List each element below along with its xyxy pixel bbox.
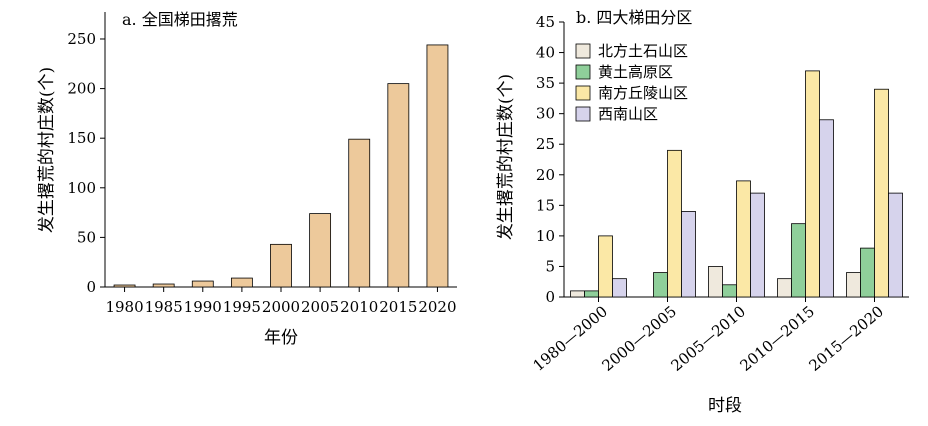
panel-a-bar: [152, 283, 175, 288]
panel-b-bar: [860, 247, 875, 298]
panel-b-bar: [653, 272, 668, 298]
panel-b-bar: [819, 119, 834, 298]
panel-b-bar: [708, 266, 723, 298]
legend-swatch: [575, 43, 591, 59]
panel-a-ylabel: 发生撂荒的村庄数(个): [37, 67, 57, 233]
panel-b-bar: [736, 180, 751, 298]
legend-label: 黄土高原区: [598, 63, 673, 81]
panel-b-bar: [584, 290, 599, 298]
panel-b-ytick-label: 25: [536, 135, 555, 153]
panel-a-xlabel: 年份: [264, 328, 298, 348]
panel-a-xtick-label: 2005: [301, 298, 339, 316]
legend-label: 西南山区: [598, 105, 658, 123]
panel-b-regions: b. 四大梯田分区 发生撂荒的村庄数(个) 时段 0 5 10 15 20 25 30 35 4…: [496, 8, 909, 416]
panel-b-bar: [791, 223, 806, 298]
panel-b-ytick-label: 20: [536, 166, 555, 184]
panel-a-xtick-label: 1985: [145, 298, 183, 316]
panel-a-bar: [113, 284, 136, 288]
legend-label: 北方土石山区: [598, 42, 688, 60]
panel-b-bar: [874, 88, 889, 298]
panel-b-bar: [612, 278, 627, 298]
panel-a-ytick-label: 150: [67, 129, 96, 147]
panel-a-national: a. 全国梯田撂荒 发生撂荒的村庄数(个) 年份 0 50 100 150 200 250…: [37, 10, 457, 348]
panel-a-title: a. 全国梯田撂荒: [122, 10, 238, 29]
panel-a-xtick-label: 2000: [262, 298, 300, 316]
panel-b-bar: [570, 290, 585, 298]
panel-b-ylabel: 发生撂荒的村庄数(个): [496, 74, 516, 240]
panel-b-ytick-label: 45: [536, 13, 555, 31]
panel-a-ytick-label: 200: [67, 80, 96, 98]
panel-b-bar: [681, 211, 696, 298]
panel-b-ytick-label: 5: [545, 257, 555, 275]
panel-b-ytick-label: 10: [536, 227, 555, 245]
panel-b-ytick-label: 35: [536, 74, 555, 92]
panel-a-xtick-label: 2015: [379, 298, 417, 316]
panel-b-ytick-label: 30: [536, 105, 555, 123]
panel-b-xtick-label: 1980—2000: [530, 302, 612, 375]
legend-swatch: [575, 85, 591, 101]
panel-b-bar: [750, 192, 765, 298]
panel-a-xtick-label: 2020: [418, 298, 456, 316]
panel-a-bar: [387, 83, 410, 288]
panel-b-ytick-label: 15: [536, 196, 555, 214]
panel-b-xtick-label: 2000—2005: [599, 302, 681, 375]
panel-a-xtick-label: 2010: [340, 298, 378, 316]
panel-a-xtick-label: 1990: [184, 298, 222, 316]
panel-b-xtick-label: 2005—2010: [668, 302, 750, 375]
panel-b-ytick-label: 40: [536, 44, 555, 62]
panel-b-bar: [598, 235, 613, 298]
panel-b-title: b. 四大梯田分区: [576, 8, 692, 27]
legend-swatch: [575, 64, 591, 80]
panel-b-xlabel: 时段: [708, 396, 742, 416]
panel-b-bar: [846, 272, 861, 298]
panel-b-bar: [888, 192, 903, 298]
panel-a-xtick-label: 1995: [223, 298, 261, 316]
panel-b-xtick-label: 2010—2015: [737, 302, 819, 375]
panel-a-bar: [270, 243, 292, 288]
panel-a-bar: [230, 277, 253, 288]
panel-b-bar: [667, 149, 682, 298]
panel-b-bar: [777, 278, 792, 298]
legend-label: 南方丘陵山区: [598, 84, 688, 102]
panel-b-bar: [722, 284, 737, 298]
legend-swatch: [575, 106, 591, 122]
panel-b-bar: [805, 70, 820, 298]
panel-a-ytick-label: 250: [67, 30, 96, 48]
panel-a-xtick-label: 1980: [105, 298, 143, 316]
panel-a-bar: [191, 280, 214, 288]
panel-a-ytick-label: 100: [67, 179, 96, 197]
panel-b-xtick-label: 2015—2020: [806, 302, 888, 375]
panel-a-bar: [309, 213, 332, 288]
panel-a-bar: [426, 44, 449, 288]
panel-a-bar: [348, 138, 371, 288]
panel-a-ytick-label: 0: [86, 278, 96, 296]
panel-a-ytick-label: 50: [77, 228, 96, 246]
panel-b-ytick-label: 0: [545, 288, 555, 306]
